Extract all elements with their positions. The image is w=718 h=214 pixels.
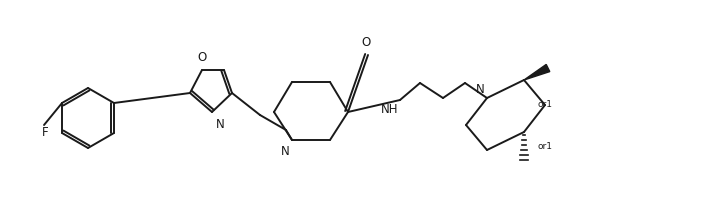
- Text: NH: NH: [381, 103, 398, 116]
- Text: or1: or1: [538, 100, 553, 109]
- Text: N: N: [476, 83, 485, 96]
- Text: F: F: [42, 126, 48, 140]
- Text: N: N: [216, 118, 225, 131]
- Text: O: O: [361, 36, 370, 49]
- Text: or1: or1: [538, 142, 553, 151]
- Text: O: O: [197, 51, 207, 64]
- Polygon shape: [524, 64, 550, 80]
- Text: N: N: [281, 145, 290, 158]
